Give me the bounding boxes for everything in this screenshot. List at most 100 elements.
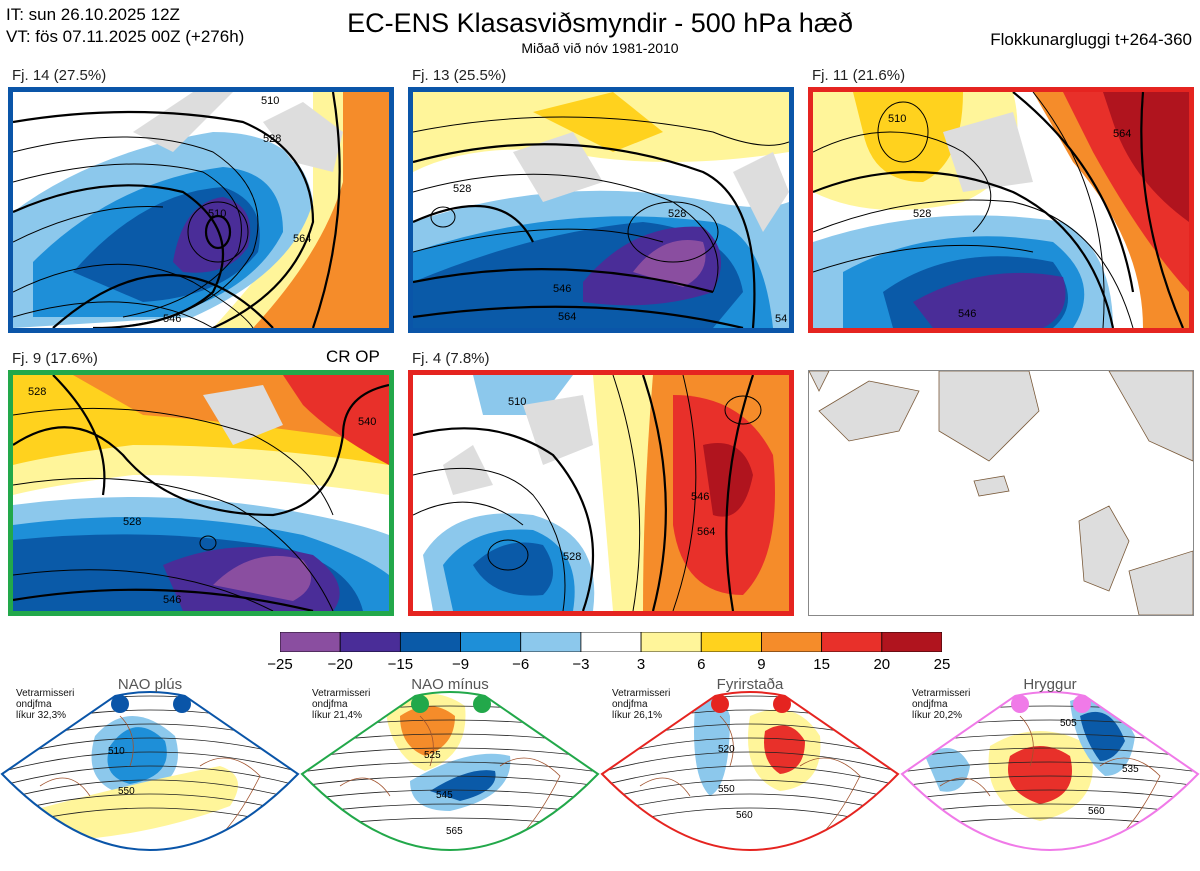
- colorbar-swatch: [700, 631, 762, 653]
- panel-2-label: Fj. 13 (25.5%): [412, 67, 507, 84]
- regime-note-line: Vetrarmisseri: [612, 688, 671, 699]
- p3-contour-label-1: 510: [888, 113, 906, 125]
- sector-outline: [900, 691, 1200, 851]
- height-contour: [302, 761, 598, 773]
- colorbar-swatch: [460, 631, 522, 653]
- colorbar-swatch: [520, 631, 582, 653]
- regime-title: Hryggur: [1023, 676, 1077, 693]
- valid-time: VT: fös 07.11.2025 00Z (+276h): [6, 27, 245, 46]
- p1-contour-label-5: 510: [261, 95, 279, 107]
- colorbar-swatch: [339, 631, 401, 653]
- colorbar-tick-label: −15: [387, 656, 414, 673]
- contour-label: 525: [424, 750, 441, 761]
- map-panel-cluster-9: 528 528 546 540: [8, 370, 394, 616]
- contour-label: 545: [436, 790, 453, 801]
- regime-probability-note: Vetrarmisseri ondjfma líkur 32,3%: [16, 688, 74, 721]
- regime-schematic: 505 535 560 Hryggur Vetrarmisseri ondjfma líku…: [900, 676, 1200, 871]
- regime-schematic: 510 550 NAO plús Vetrarmisseri ondjfma líkur …: [0, 676, 300, 871]
- anomaly-fill: [764, 725, 805, 774]
- anomaly-fill: [30, 766, 238, 841]
- anomaly-fill: [400, 706, 455, 756]
- coastline: [39, 715, 261, 837]
- regime-map: 520 550 560: [600, 691, 900, 851]
- anomaly-fill: [1080, 711, 1125, 761]
- colorbar-tick-label: 9: [757, 656, 766, 673]
- colorbar-swatch: [881, 631, 943, 653]
- colorbar-tick-label: 15: [813, 656, 830, 673]
- p2-contour-label-2: 528: [668, 208, 686, 220]
- regime-note-line: líkur 26,1%: [612, 710, 663, 721]
- contour-label: 550: [118, 786, 135, 797]
- colorbar-tick-label: −20: [327, 656, 353, 673]
- height-contour: [302, 775, 598, 787]
- p2-contour-label-5: 54: [775, 313, 787, 325]
- sector-outline: [0, 691, 300, 851]
- regime-marker-dot: [1011, 695, 1029, 713]
- coastline: [939, 715, 1161, 837]
- regime-note-line: Vetrarmisseri: [16, 688, 75, 699]
- p2-contour-label-1: 528: [453, 183, 471, 195]
- height-contour: [902, 775, 1198, 787]
- regime-marker-dot: [173, 695, 191, 713]
- p1-contour-label-1: 510: [208, 208, 226, 220]
- height-contour: [602, 779, 898, 801]
- height-contour: [2, 779, 298, 801]
- colorbar-swatch: [279, 631, 341, 653]
- height-contour: [602, 793, 898, 815]
- p4-contour-label-4: 540: [358, 416, 376, 428]
- height-contour: [302, 747, 598, 759]
- contour-label: 550: [718, 784, 735, 795]
- height-contour: [902, 817, 1198, 829]
- anomaly-fill: [107, 727, 167, 784]
- colorbar-tick-label: −25: [267, 656, 293, 673]
- colorbar-swatch: [580, 631, 642, 653]
- height-contour: [2, 751, 298, 773]
- p2-contour-label-3: 546: [553, 283, 571, 295]
- header-times: IT: sun 26.10.2025 12Z VT: fös 07.11.202…: [6, 4, 244, 48]
- colorbar-tick-label: 20: [873, 656, 891, 673]
- map-panel-cluster-14: 510 528 546 564 510: [8, 87, 394, 333]
- p5-contour-label-1: 510: [508, 396, 526, 408]
- p1-contour-label-4: 564: [293, 233, 311, 245]
- anomaly-fill: [1008, 746, 1072, 804]
- regime-note-line: Vetrarmisseri: [312, 688, 371, 699]
- regime-probability-note: Vetrarmisseri ondjfma líkur 26,1%: [612, 688, 670, 721]
- sector-outline: [300, 691, 600, 851]
- height-contour: [302, 789, 598, 801]
- contour-label: 560: [736, 810, 753, 821]
- colorbar-tick-label: −6: [512, 656, 530, 673]
- colorbar-tick-label: 6: [697, 656, 706, 673]
- p4-contour-label-1: 528: [28, 386, 46, 398]
- regime-marker-dot: [773, 695, 791, 713]
- regime-probability-note: Vetrarmisseri ondjfma líkur 20,2%: [912, 688, 970, 721]
- regime-probability-note: Vetrarmisseri ondjfma líkur 21,4%: [312, 688, 370, 721]
- contour-label: 520: [718, 744, 735, 755]
- colorbar-swatches: [279, 631, 943, 653]
- height-contour: [2, 765, 298, 787]
- regime-note-line: Vetrarmisseri: [912, 688, 971, 699]
- colorbar-swatch: [399, 631, 461, 653]
- panel-4-extra: CR OP: [326, 347, 380, 366]
- panel-5-label: Fj. 4 (7.8%): [412, 350, 490, 367]
- contour-label: 565: [446, 826, 463, 837]
- regime-title: NAO mínus: [411, 676, 489, 693]
- regime-schematic: 525 545 565 NAO mínus Vetrarmisseri ondjfma lí…: [300, 676, 600, 871]
- map-panel-cluster-4: 510 528 546 564: [408, 370, 794, 616]
- height-contour: [602, 765, 898, 787]
- regime-map: 525 545 565: [300, 691, 600, 851]
- colorbar-swatch: [640, 631, 702, 653]
- page-subtitle: Miðað við nóv 1981-2010: [521, 40, 679, 56]
- regime-marker-dot: [711, 695, 729, 713]
- contour-label: 535: [1122, 764, 1139, 775]
- colorbar-tick-label: 25: [933, 656, 951, 673]
- coastline: [639, 715, 861, 837]
- p3-contour-label-2: 528: [913, 208, 931, 220]
- classification-window: Flokkunargluggi t+264-360: [990, 30, 1192, 49]
- base-map-panel: [808, 370, 1194, 616]
- colorbar: [279, 631, 943, 653]
- init-time: IT: sun 26.10.2025 12Z: [6, 5, 180, 24]
- height-contour: [902, 761, 1198, 773]
- regime-note-line: ondjfma: [912, 699, 948, 710]
- contour-label: 510: [108, 746, 125, 757]
- p2-contour-label-4: 564: [558, 311, 576, 323]
